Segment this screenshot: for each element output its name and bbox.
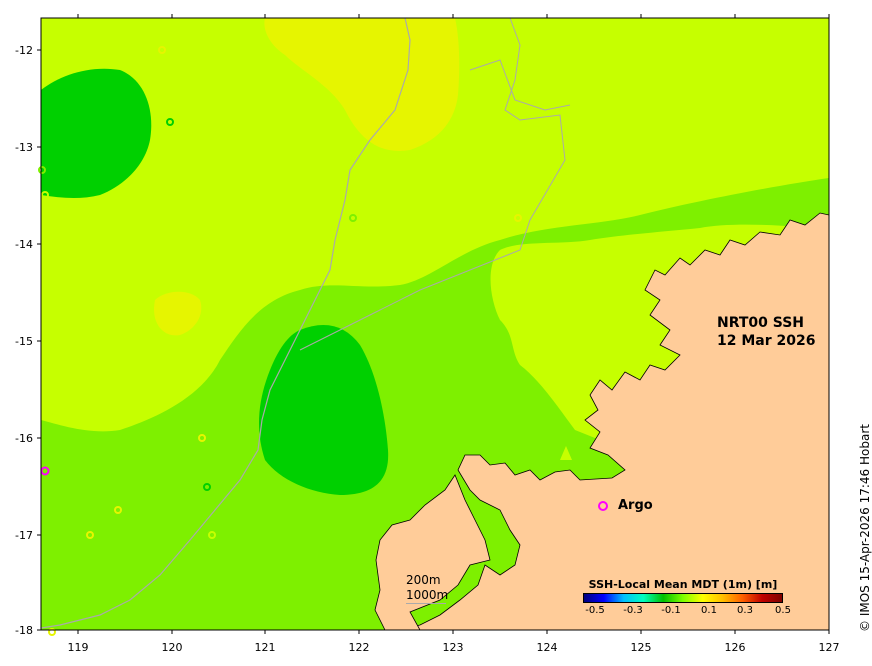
land-dampier (374, 474, 491, 630)
lat-tick: -18 (15, 624, 33, 637)
depth-200-label: 200m (406, 573, 441, 587)
colorbar-gradient (583, 593, 783, 603)
depth-1000-label: 1000m (406, 588, 449, 604)
lon-tick: 124 (537, 641, 558, 654)
lon-tick: 127 (819, 641, 840, 654)
map-title: NRT00 SSH 12 Mar 2026 (717, 314, 815, 350)
bathymetry-200m (41, 18, 411, 629)
colorbar-tick: -0.1 (661, 605, 681, 616)
lon-tick: 119 (68, 641, 89, 654)
lon-tick: 123 (443, 641, 464, 654)
colorbar-tick: -0.3 (623, 605, 643, 616)
colorbar-title: SSH-Local Mean MDT (1m) [m] (588, 578, 778, 591)
lat-tick: -16 (15, 432, 33, 445)
colorbar-tick: 0.1 (701, 605, 717, 616)
colorbar-tick: 0.3 (737, 605, 753, 616)
lat-tick: -13 (15, 141, 33, 154)
argo-label: Argo (618, 498, 653, 513)
colorbar-tick: 0.5 (775, 605, 791, 616)
bathymetry-1000m (299, 18, 566, 351)
lat-tick: -17 (15, 529, 33, 542)
ssh-contour-high-west (41, 18, 829, 432)
land-kimberley (399, 212, 829, 630)
lat-tick: -12 (15, 44, 33, 57)
bathymetry-shelf (469, 59, 571, 111)
lon-tick: 120 (162, 641, 183, 654)
ssh-contour-max-north (264, 18, 460, 151)
map-title-date: 12 Mar 2026 (717, 333, 816, 349)
depth-legend: 200m 1000m (406, 573, 449, 604)
colorbar-tick: -0.5 (585, 605, 605, 616)
ssh-contour-max-central (154, 291, 202, 336)
axis-ticks (37, 14, 830, 634)
plot-frame (40, 17, 830, 631)
lat-tick: -14 (15, 238, 33, 251)
station-marker (560, 446, 572, 460)
lat-tick-labels: -12 -13 -14 -15 -16 -17 -18 (15, 44, 33, 637)
map-title-product: NRT00 SSH (717, 315, 805, 331)
lon-tick: 121 (255, 641, 276, 654)
argo-legend: Argo (598, 498, 653, 513)
copyright-text: © IMOS 15-Apr-2026 17:46 Hobart (858, 424, 872, 632)
ssh-contour-low-west (41, 68, 152, 199)
colorbar: SSH-Local Mean MDT (1m) [m] -0.5 -0.3 -0… (583, 578, 791, 617)
argo-circle-icon (598, 500, 608, 511)
colorbar-ticks: -0.5 -0.3 -0.1 0.1 0.3 0.5 (583, 603, 791, 617)
lon-tick-labels: 119 120 121 122 123 124 125 126 127 (68, 641, 840, 654)
lon-tick: 122 (349, 641, 370, 654)
ssh-contour-low-central (258, 325, 389, 495)
lat-tick: -15 (15, 335, 33, 348)
float-markers (38, 24, 522, 636)
lon-tick: 126 (725, 641, 746, 654)
lon-tick: 125 (631, 641, 652, 654)
